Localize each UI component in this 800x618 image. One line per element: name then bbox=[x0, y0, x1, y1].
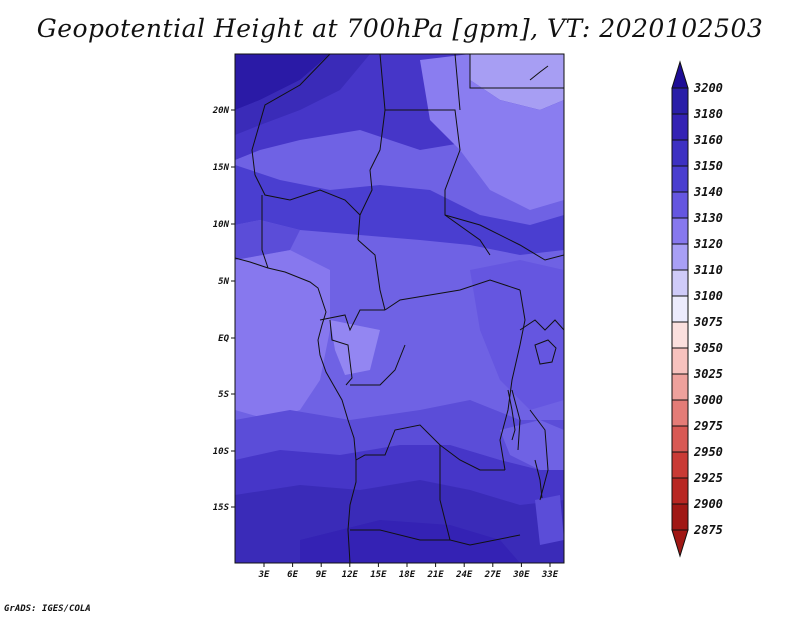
field-sahel-dark bbox=[235, 165, 564, 255]
field-south-darkest bbox=[300, 520, 520, 563]
footer-credit: GrADS: IGES/COLA bbox=[4, 604, 91, 614]
border-chad-sudan bbox=[385, 109, 491, 256]
colorbar-label: 3130 bbox=[693, 211, 723, 225]
lat-tick-label: 20N bbox=[212, 106, 230, 116]
colorbar-arrow-bottom bbox=[671, 529, 689, 558]
lon-tick-label: 21E bbox=[426, 570, 444, 580]
border-niger-chad bbox=[357, 169, 373, 241]
colorbar-label: 2950 bbox=[693, 445, 723, 459]
field-nw-darker bbox=[235, 54, 370, 135]
colorbar-label: 3100 bbox=[693, 289, 723, 303]
colorbar-box bbox=[671, 165, 689, 193]
colorbar-label: 3120 bbox=[693, 237, 723, 251]
colorbar-box bbox=[671, 243, 689, 271]
border-east-lakes bbox=[511, 319, 564, 501]
lon-tick-label: 15E bbox=[370, 570, 387, 580]
lon-tick-label: 33E bbox=[541, 570, 559, 580]
colorbar-label: 3050 bbox=[693, 341, 723, 355]
colorbar-label: 3200 bbox=[693, 81, 723, 95]
colorbar-box bbox=[671, 477, 689, 505]
lon-tick-label: 18E bbox=[399, 570, 416, 580]
border-sahel bbox=[254, 174, 361, 216]
lon-tick-label: 6E bbox=[287, 570, 298, 580]
colorbar-label: 3025 bbox=[693, 367, 723, 381]
lat-tick-label: 5N bbox=[218, 277, 229, 287]
border-drc-north bbox=[319, 309, 385, 332]
height-field bbox=[235, 54, 564, 563]
colorbar: 3200 3180 3160 3150 3140 3130 3120 3110 3100 3075… bbox=[671, 60, 723, 558]
lat-tick-label: 10S bbox=[213, 447, 230, 457]
border-nigeria-cameroon bbox=[261, 195, 269, 269]
border-sudan-ssudan bbox=[444, 214, 564, 261]
border-drc-south bbox=[355, 424, 505, 471]
colorbar-box bbox=[671, 373, 689, 401]
lat-tick-label: 5S bbox=[218, 390, 229, 400]
colorbar-label: 3150 bbox=[693, 159, 723, 173]
colorbar-box bbox=[671, 217, 689, 245]
colorbar-label: 3075 bbox=[693, 315, 723, 329]
field-ne-light bbox=[470, 54, 564, 110]
colorbar-box bbox=[671, 269, 689, 297]
colorbar-label: 3140 bbox=[693, 185, 723, 199]
colorbar-box bbox=[671, 425, 689, 453]
lat-tick-label: 15N bbox=[213, 163, 230, 173]
lon-tick-label: 12E bbox=[342, 570, 359, 580]
colorbar-label: 2975 bbox=[693, 419, 723, 433]
field-se-light bbox=[500, 420, 564, 470]
field-se-pocket bbox=[535, 495, 564, 545]
field-west-coast bbox=[235, 220, 300, 260]
field-congo-light bbox=[330, 320, 380, 375]
colorbar-box bbox=[671, 113, 689, 141]
colorbar-box bbox=[671, 503, 689, 531]
coastline-west-africa bbox=[235, 257, 357, 563]
colorbar-box bbox=[671, 139, 689, 167]
longitude-axis: 3E 6E 9E 12E 15E 18E 21E 24E 27E 30E 33E bbox=[258, 563, 559, 580]
colorbar-label: 3160 bbox=[693, 133, 723, 147]
field-nw-darkest bbox=[235, 54, 330, 110]
lat-tick-label: EQ bbox=[218, 334, 229, 344]
field-central-light bbox=[235, 250, 330, 420]
boundaries bbox=[235, 54, 564, 563]
colorbar-label: 3110 bbox=[693, 263, 723, 277]
border-libya-chad bbox=[369, 54, 386, 171]
border-zambia-south bbox=[350, 529, 450, 541]
colorbar-box bbox=[671, 451, 689, 479]
lake-victoria bbox=[534, 339, 557, 365]
lon-tick-label: 27E bbox=[484, 570, 502, 580]
colorbar-box bbox=[671, 399, 689, 427]
colorbar-label: 3000 bbox=[693, 393, 723, 407]
border-ne bbox=[529, 65, 549, 81]
border-congo-gabon bbox=[329, 319, 406, 386]
border-sahara bbox=[251, 54, 331, 176]
lake-malawi bbox=[534, 459, 543, 499]
colorbar-box bbox=[671, 191, 689, 219]
colorbar-label: 3180 bbox=[693, 107, 723, 121]
field-east-mid bbox=[470, 260, 564, 410]
lon-tick-label: 9E bbox=[316, 570, 327, 580]
chart-title: Geopotential Height at 700hPa [gpm], VT:… bbox=[36, 14, 764, 43]
colorbar-box bbox=[671, 295, 689, 323]
lat-tick-label: 10N bbox=[213, 220, 230, 230]
colorbar-label: 2900 bbox=[693, 497, 723, 511]
lon-tick-label: 24E bbox=[455, 570, 473, 580]
latitude-axis: 20N 15N 10N 5N EQ 5S 10S 15S bbox=[212, 106, 235, 513]
colorbar-label: 2925 bbox=[693, 471, 723, 485]
lake-tanganyika bbox=[507, 389, 516, 441]
border-cameroon-chad bbox=[357, 239, 386, 311]
map-frame bbox=[234, 53, 565, 564]
colorbar-box bbox=[671, 87, 689, 115]
colorbar-box bbox=[671, 347, 689, 375]
colorbar-box bbox=[671, 321, 689, 349]
lat-tick-label: 15S bbox=[213, 503, 230, 513]
border-egypt-sudan bbox=[454, 54, 564, 111]
lon-tick-label: 30E bbox=[512, 570, 530, 580]
lon-tick-label: 3E bbox=[258, 570, 270, 580]
border-car bbox=[384, 279, 521, 311]
border-drc-east bbox=[499, 289, 526, 471]
colorbar-label: 2875 bbox=[693, 523, 723, 537]
colorbar-arrow-top bbox=[671, 60, 689, 89]
field-ne-mid bbox=[420, 54, 564, 210]
